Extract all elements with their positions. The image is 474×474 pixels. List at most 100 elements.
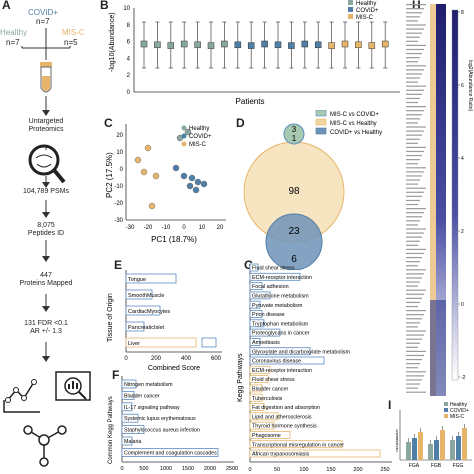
- kegg-label: Tryptophan metabolism: [252, 321, 309, 327]
- heatmap-row-label: [406, 126, 426, 128]
- panel-c-ytick: -20: [114, 201, 123, 207]
- heatmap-row-label: [406, 297, 422, 299]
- panel-g-xtick: 50: [274, 467, 280, 473]
- panel-e-xtick: 200: [151, 356, 162, 362]
- panel-f-xtick: 1500: [182, 466, 194, 472]
- box-median: [167, 42, 175, 49]
- heatmap-row-label: [406, 24, 426, 26]
- panel-e-ylabel: Tissue of Origin: [107, 293, 114, 342]
- venn-count-overlap: 23: [288, 226, 300, 237]
- pca-point: [144, 144, 152, 152]
- heatmap-row-label: [406, 289, 426, 291]
- step-proteomics: Untargeted Proteomics: [28, 118, 64, 133]
- svg-text:MIS-C vs COVID+: MIS-C vs COVID+: [330, 112, 379, 118]
- kegg-bar: [249, 300, 261, 309]
- kegg-label: Phagosome: [252, 433, 281, 439]
- panel-b-ytick: 2: [127, 73, 131, 79]
- heatmap-scale-label-tick: 8: [461, 10, 464, 16]
- tissue-label: Liver: [128, 341, 140, 347]
- panel-i-label: I: [388, 398, 392, 412]
- heatmap-row-label: [406, 106, 426, 108]
- heatmap-row-label: [406, 12, 422, 14]
- tissue-bar: [201, 337, 217, 348]
- heatmap-row-label: [406, 69, 424, 71]
- kegg-bar: [249, 384, 263, 393]
- heatmap-scale-label-tick: -2: [461, 375, 466, 381]
- kegg-common-bar: [121, 379, 137, 389]
- box-median: [207, 42, 215, 49]
- heatmap-row-label: [406, 318, 422, 320]
- heatmap-row-label: [406, 175, 422, 177]
- panel-c-ytick: -30: [114, 218, 123, 224]
- panel-h-label: H: [412, 0, 421, 12]
- fibrinogen-bar: [450, 440, 455, 460]
- pca-point: [152, 172, 160, 180]
- kegg-label: Amoebiasis: [252, 340, 280, 346]
- fibrinogen-bar: [428, 444, 433, 460]
- panel-c-ytick: 0: [120, 167, 124, 173]
- panel-c-ylabel: PC2 (17.5%): [105, 152, 114, 198]
- heatmap-row-label: [406, 101, 418, 104]
- workflow-graphics: [3, 28, 91, 467]
- network-icon: [23, 425, 67, 467]
- heatmap-row-label: [406, 208, 426, 210]
- svg-text:MIS-C: MIS-C: [189, 142, 207, 148]
- kegg-label: Glyoxylate and dicarboxylate metabolism: [252, 349, 350, 355]
- heatmap-row-label: [406, 261, 420, 263]
- step-fdr: 131 FDR <0.1 AR +/- 1.3: [24, 320, 68, 335]
- kegg-bar: [249, 365, 271, 374]
- heatmap-scale-label-tick: 4: [461, 156, 464, 162]
- heatmap-row-label: [406, 118, 420, 120]
- venn-count-covid: 6: [291, 254, 297, 265]
- panel-c-xlabel: PC1 (18.7%): [151, 235, 197, 244]
- panel-b-ytick: 6: [127, 40, 131, 46]
- heatmap-row-label: [406, 358, 422, 361]
- heatmap-row-label: [406, 110, 424, 112]
- kegg-label: ECM-receptor interaction: [252, 275, 312, 281]
- fibrinogen-bar: [418, 432, 423, 460]
- heatmap-row-label: [406, 256, 422, 259]
- box-median: [301, 40, 309, 48]
- heatmap-scale-label: log2(Abundance Ratio): [467, 60, 473, 111]
- panel-g-xtick: 100: [299, 467, 308, 473]
- tissue-bar: [125, 305, 161, 316]
- kegg-common-bar: [121, 413, 139, 423]
- heatmap-row-label: [406, 326, 418, 328]
- box-median: [234, 41, 242, 49]
- panel-c-ytick: -10: [114, 184, 123, 190]
- heatmap-row-label: [406, 52, 422, 55]
- svg-text:COVID+: COVID+: [450, 408, 469, 414]
- heatmap-row-label: [406, 73, 422, 75]
- venn-count-top-overlap: 1: [292, 134, 297, 143]
- heatmap-row-label: [406, 322, 420, 324]
- heatmap-row-label: [406, 334, 424, 336]
- panel-c-xtick: -20: [144, 225, 153, 231]
- kegg-bar: [249, 347, 311, 356]
- heatmap-row-label: [406, 81, 418, 83]
- box-median: [381, 40, 389, 48]
- venn-count-misc: 98: [288, 186, 300, 197]
- kegg-bar: [249, 403, 265, 411]
- heatmap-colorbar: [451, 9, 459, 381]
- panel-i-chart: Healthy COVID+ MIS-C FGA FGB FGG Abundance: [396, 402, 472, 469]
- panel-c-xtick: -30: [126, 225, 135, 231]
- kegg-bar: [249, 319, 265, 328]
- pca-point: [180, 172, 188, 180]
- pca-point: [184, 128, 192, 136]
- venn-diagram: MIS-C vs COVID+ MIS-C vs Healthy COVID+ …: [243, 110, 382, 270]
- kegg-common-bar: [121, 436, 133, 446]
- line-chart-icon: [3, 379, 40, 413]
- box-median: [314, 41, 322, 49]
- panel-i-xtick: FGG: [453, 463, 464, 469]
- heatmap-row-label: [406, 167, 426, 169]
- heatmap-row-label: [406, 28, 424, 30]
- step-peptides: 8,075 Peptides ID: [27, 222, 65, 237]
- heatmap-row-label: [406, 4, 426, 6]
- heatmap-row-label: [406, 142, 418, 144]
- heatmap-row-label: [406, 61, 418, 63]
- heatmap-row-label: [406, 375, 424, 377]
- svg-text:MIS-C: MIS-C: [450, 414, 465, 420]
- tissue-bar: [125, 321, 145, 332]
- panel-f-label: F: [112, 368, 120, 382]
- heatmap-row-label: [406, 305, 418, 308]
